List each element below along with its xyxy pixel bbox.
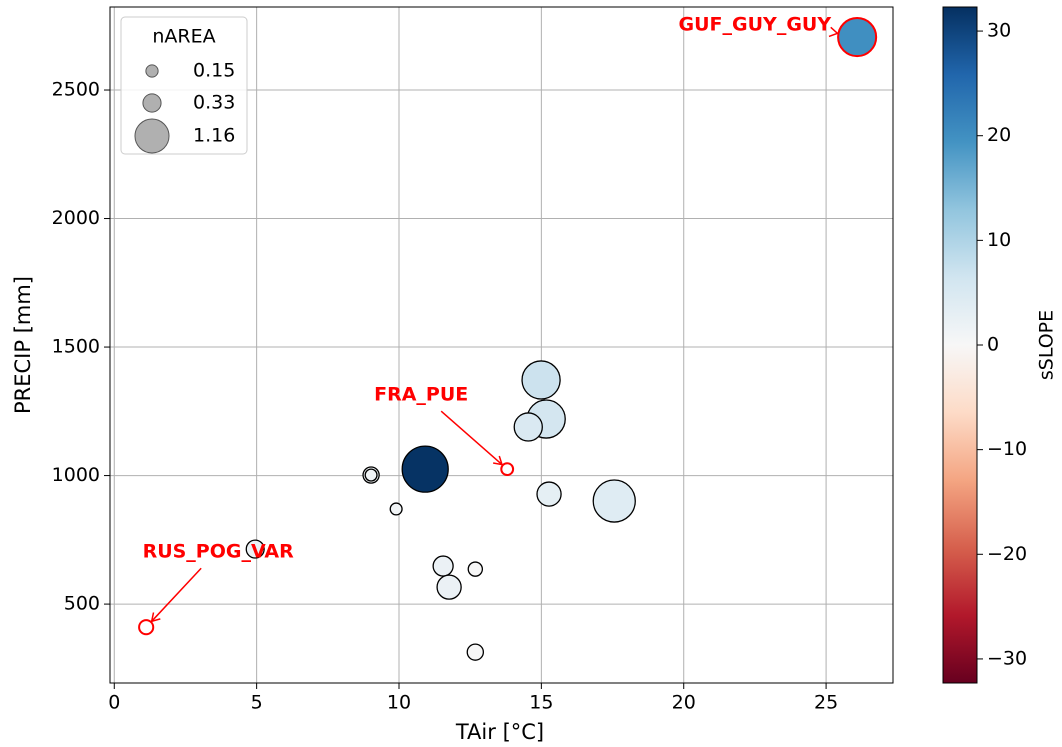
colorbar-tick-label: 20 (987, 124, 1011, 146)
bubble (436, 574, 462, 600)
bubble (401, 445, 449, 493)
arrow-head (828, 26, 839, 38)
colorbar-tick-label: −10 (987, 438, 1027, 460)
bubble (536, 481, 562, 507)
bubble (467, 561, 484, 577)
annotation-arrow (151, 567, 202, 622)
colorbar-label: sSLOPE (1036, 310, 1058, 380)
bubble (837, 17, 878, 58)
x-tick-label: 15 (529, 692, 553, 714)
annotation: GUF_GUY_GUY (679, 14, 832, 36)
bubble (245, 539, 265, 559)
arrow-head (150, 612, 161, 623)
colorbar-tick-label: 0 (987, 334, 999, 356)
legend-marker (142, 93, 162, 113)
colorbar-tick-label: 30 (987, 20, 1011, 42)
legend-label: 0.33 (193, 92, 235, 114)
x-tick-label: 10 (387, 692, 411, 714)
colorbar-tick-label: 10 (987, 229, 1011, 251)
colorbar-tick-label: −20 (987, 543, 1027, 565)
annotation: FRA_PUE (374, 384, 468, 406)
bubble (389, 502, 403, 516)
bubble (500, 462, 515, 477)
bubble (364, 468, 378, 482)
y-tick-label: 1500 (52, 336, 100, 358)
annotation: RUS_POG_VAR (143, 541, 295, 563)
y-tick-label: 2500 (52, 79, 100, 101)
x-axis-label: TAir [°C] (455, 720, 544, 744)
y-tick-label: 1000 (52, 464, 100, 486)
legend-label: 0.15 (193, 60, 235, 82)
bubble (513, 412, 543, 442)
annotation-arrow (440, 410, 503, 466)
x-tick-label: 25 (814, 692, 838, 714)
plot-frame (109, 6, 894, 684)
x-tick-label: 20 (672, 692, 696, 714)
y-axis-label: PRECIP [mm] (11, 276, 35, 414)
x-tick-label: 0 (108, 692, 120, 714)
x-tick-label: 5 (251, 692, 263, 714)
bubble (592, 479, 636, 523)
arrow-head (493, 455, 504, 466)
legend-marker (134, 118, 170, 154)
legend-title: nAREA (152, 26, 215, 48)
y-tick-label: 500 (64, 593, 100, 615)
colorbar-tick-label: −30 (987, 647, 1027, 669)
colorbar (942, 6, 978, 684)
bubble (138, 619, 155, 636)
bubble (432, 555, 454, 577)
legend-marker (145, 64, 159, 78)
y-tick-label: 2000 (52, 207, 100, 229)
bubble (466, 643, 485, 661)
bubble (521, 360, 561, 400)
legend-label: 1.16 (193, 125, 235, 147)
